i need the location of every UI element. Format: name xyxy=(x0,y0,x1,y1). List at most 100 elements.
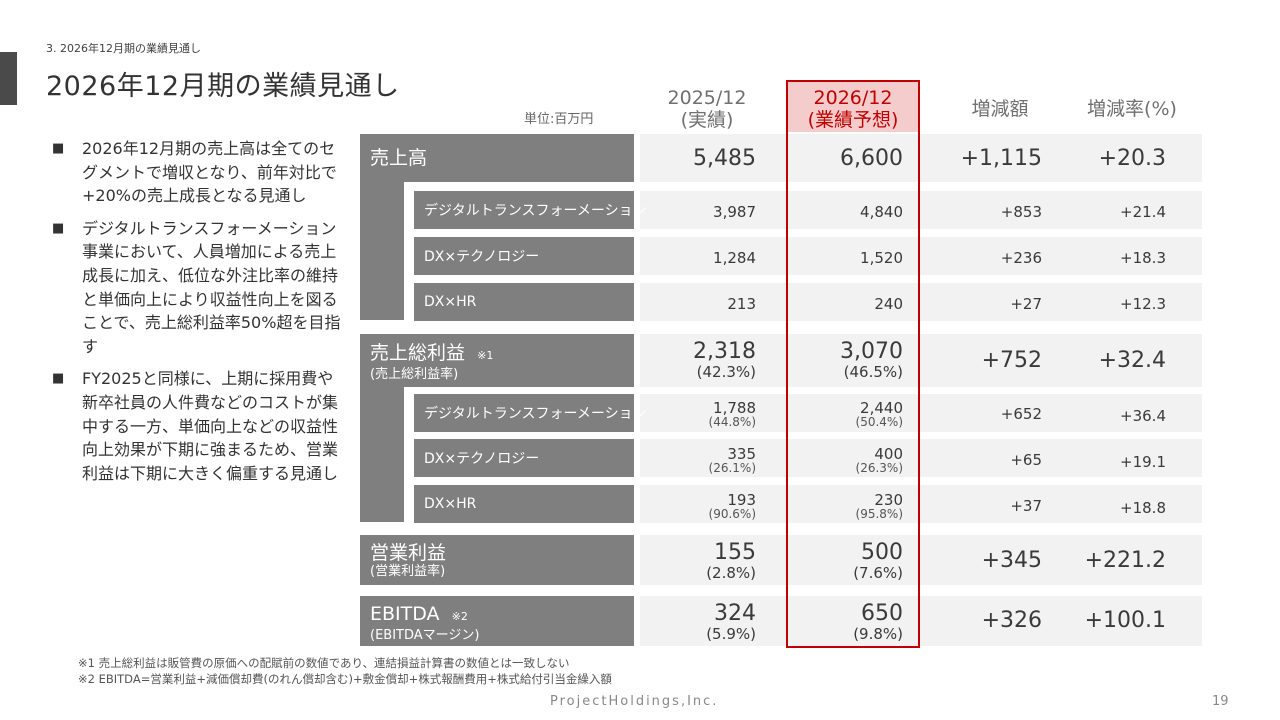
row-label-revenue-text: 売上高 xyxy=(370,147,428,169)
page-number: 19 xyxy=(1212,694,1229,709)
cell-ebitda-rate: +100.1 xyxy=(1084,608,1166,633)
cell-gross-profit-change: +752 xyxy=(981,348,1042,373)
cell-revenue-dx-fy2026: 4,840 xyxy=(860,203,903,221)
row-label-revenue-dx: デジタルトランスフォーメーション xyxy=(414,191,647,229)
row-label-revenue-tech: DX×テクノロジー xyxy=(414,237,634,275)
col-header-fy2026: 2026/12 (業績予想) xyxy=(788,87,918,131)
cell-revenue-fy2026: 6,600 xyxy=(840,146,903,171)
footnote-1: ※1 売上総利益は販管費の原価への配賦前の数値であり、連結損益計算書の数値とは一… xyxy=(78,656,570,670)
row-band-revenue-tech xyxy=(640,237,1202,275)
cell-gp-dx-fy2026-pct: (50.4%) xyxy=(855,415,903,429)
row-band-gp-hr xyxy=(640,485,1202,523)
cell-operating-profit-rate: +221.2 xyxy=(1084,548,1166,573)
cell-operating-profit-fy2025-value: 155 xyxy=(714,540,756,565)
col-header-rate: 増減率(%) xyxy=(1087,98,1177,120)
cell-revenue-change: +1,115 xyxy=(960,146,1042,171)
cell-gp-hr-change: +37 xyxy=(1010,497,1042,515)
cell-ebitda-fy2026: 650 (9.8%) xyxy=(788,602,903,643)
row-label-operating-profit-text: 営業利益 xyxy=(370,542,447,564)
cell-operating-profit-fy2026-pct: (7.6%) xyxy=(853,564,903,582)
bullet-text: 2026年12月期の売上高は全てのセグメントで増収となり、前年対比で+20%の売… xyxy=(82,139,337,206)
gross-profit-group-spine xyxy=(360,385,404,522)
bullet-text: FY2025と同様に、上期に採用費や新卒社員の人件費などのコストが集中する一方、… xyxy=(82,369,339,483)
col-header-fy2025-note: (実績) xyxy=(680,109,734,131)
cell-ebitda-fy2025-value: 324 xyxy=(714,601,756,626)
forecast-column-outline xyxy=(786,80,920,648)
col-header-fy2026-note: (業績予想) xyxy=(807,109,899,131)
cell-ebitda-change: +326 xyxy=(981,608,1042,633)
cell-operating-profit-fy2025-pct: (2.8%) xyxy=(706,564,756,582)
row-label-ebitda-text: EBITDA xyxy=(370,603,440,625)
row-band-operating-profit xyxy=(640,535,1202,585)
cell-revenue-hr-fy2025: 213 xyxy=(727,295,756,313)
cell-gp-hr-rate: +18.8 xyxy=(1120,499,1166,517)
cell-operating-profit-fy2026-value: 500 xyxy=(861,540,903,565)
cell-ebitda-fy2026-pct: (9.8%) xyxy=(853,625,903,643)
cell-gp-dx-fy2025-pct: (44.8%) xyxy=(708,415,756,429)
title-accent-bar xyxy=(0,52,17,105)
bullet-item: ■ FY2025と同様に、上期に採用費や新卒社員の人件費などのコストが集中する一… xyxy=(52,367,344,485)
bullet-square-icon: ■ xyxy=(52,371,65,387)
breadcrumb: 3. 2026年12月期の業績見通し xyxy=(46,42,201,55)
cell-gp-hr-fy2026-pct: (95.8%) xyxy=(855,507,903,521)
bullet-text: デジタルトランスフォーメーション事業において、人員増加による売上成長に加え、低位… xyxy=(82,218,341,356)
cell-gp-hr-fy2025: 193 (90.6%) xyxy=(640,492,756,521)
cell-gp-dx-fy2026-value: 2,440 xyxy=(860,399,903,417)
footnote-ref-1: ※1 xyxy=(477,349,494,362)
cell-revenue-fy2025: 5,485 xyxy=(693,146,756,171)
cell-revenue-tech-fy2026: 1,520 xyxy=(860,249,903,267)
row-band-revenue-hr xyxy=(640,283,1202,321)
cell-gp-tech-fy2025-value: 335 xyxy=(727,445,756,463)
cell-gp-tech-rate: +19.1 xyxy=(1120,453,1166,471)
bullet-item: ■ 2026年12月期の売上高は全てのセグメントで増収となり、前年対比で+20%… xyxy=(52,137,344,208)
cell-gp-hr-fy2026-value: 230 xyxy=(874,491,903,509)
row-label-ebitda-sub: (EBITDAマージン) xyxy=(370,628,480,643)
row-band-gp-tech xyxy=(640,439,1202,477)
cell-gp-dx-fy2025-value: 1,788 xyxy=(713,399,756,417)
row-label-ebitda: EBITDA ※2 (EBITDAマージン) xyxy=(360,596,634,646)
cell-gp-hr-fy2025-value: 193 xyxy=(727,491,756,509)
cell-revenue-rate: +20.3 xyxy=(1098,146,1166,171)
cell-gp-tech-fy2025-pct: (26.1%) xyxy=(708,461,756,475)
row-label-operating-profit-sub: (営業利益率) xyxy=(370,564,446,579)
row-label-revenue: 売上高 xyxy=(360,134,634,182)
row-band-revenue-dx xyxy=(640,191,1202,229)
revenue-group-spine xyxy=(360,180,404,320)
row-label-operating-profit: 営業利益 (営業利益率) xyxy=(360,535,634,585)
cell-gp-hr-fy2025-pct: (90.6%) xyxy=(708,507,756,521)
cell-gp-hr-fy2026: 230 (95.8%) xyxy=(788,492,903,521)
footnote-2: ※2 EBITDA=営業利益+減価償却費(のれん償却含む)+敷金償却+株式報酬費… xyxy=(78,672,612,686)
cell-gross-profit-fy2026-value: 3,070 xyxy=(840,339,903,364)
cell-revenue-tech-change: +236 xyxy=(1000,249,1042,267)
cell-revenue-hr-change: +27 xyxy=(1010,295,1042,313)
cell-revenue-dx-change: +853 xyxy=(1000,203,1042,221)
row-label-gp-tech: DX×テクノロジー xyxy=(414,439,634,477)
cell-operating-profit-change: +345 xyxy=(981,548,1042,573)
cell-gp-tech-fy2026-value: 400 xyxy=(874,445,903,463)
cell-gp-tech-change: +65 xyxy=(1010,451,1042,469)
bullet-square-icon: ■ xyxy=(52,141,65,156)
cell-operating-profit-fy2025: 155 (2.8%) xyxy=(640,541,756,582)
bullet-item: ■ デジタルトランスフォーメーション事業において、人員増加による売上成長に加え、… xyxy=(52,217,344,359)
cell-gp-tech-fy2026-pct: (26.3%) xyxy=(855,461,903,475)
cell-revenue-tech-fy2025: 1,284 xyxy=(713,249,756,267)
cell-gross-profit-fy2026: 3,070 (46.5%) xyxy=(788,340,903,381)
cell-revenue-hr-rate: +12.3 xyxy=(1120,295,1166,313)
footnote-ref-2: ※2 xyxy=(451,610,468,623)
company-name: ProjectHoldings,Inc. xyxy=(550,694,719,709)
col-header-fy2025: 2025/12 (実績) xyxy=(640,87,774,131)
cell-gp-tech-fy2026: 400 (26.3%) xyxy=(788,446,903,475)
cell-gross-profit-fy2025-pct: (42.3%) xyxy=(696,363,756,381)
cell-gross-profit-fy2025-value: 2,318 xyxy=(693,339,756,364)
cell-ebitda-fy2026-value: 650 xyxy=(861,601,903,626)
page-title: 2026年12月期の業績見通し xyxy=(46,71,400,102)
cell-ebitda-fy2025: 324 (5.9%) xyxy=(640,602,756,643)
row-label-gp-hr: DX×HR xyxy=(414,485,634,523)
row-band-revenue xyxy=(640,134,1202,182)
row-label-revenue-hr: DX×HR xyxy=(414,283,634,321)
cell-gp-tech-fy2025: 335 (26.1%) xyxy=(640,446,756,475)
cell-ebitda-fy2025-pct: (5.9%) xyxy=(706,625,756,643)
cell-revenue-dx-rate: +21.4 xyxy=(1120,203,1166,221)
col-header-fy2026-year: 2026/12 xyxy=(813,87,893,109)
cell-revenue-dx-fy2025: 3,987 xyxy=(713,203,756,221)
